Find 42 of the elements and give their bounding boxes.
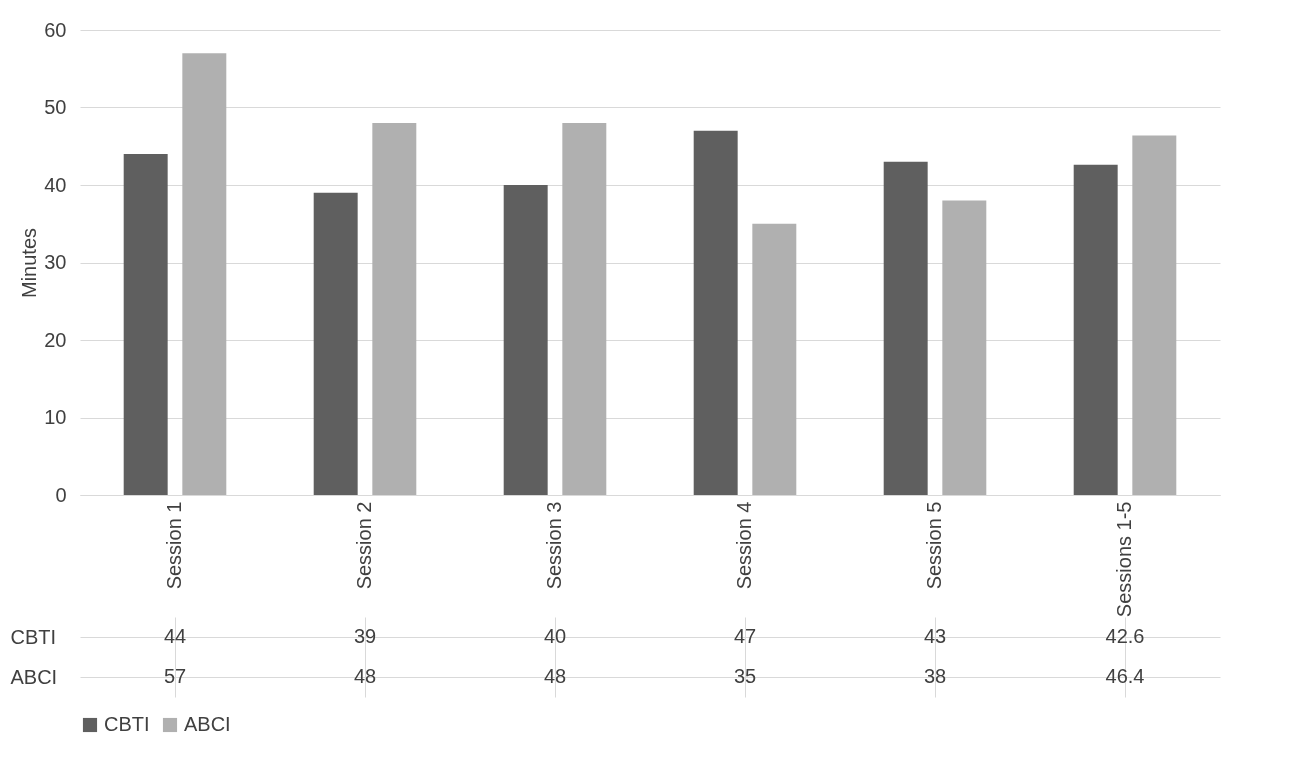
bar	[942, 200, 987, 495]
x-tick-label: Session 4	[733, 501, 755, 590]
data-label: 43	[923, 625, 947, 647]
x-tick-label: Session 3	[543, 501, 565, 590]
data-label: 48	[543, 665, 567, 687]
data-label: 46.4	[1105, 665, 1145, 687]
legend-label: CBTI	[104, 713, 150, 735]
data-label: 48	[353, 665, 377, 687]
text: CBTI	[10, 625, 57, 648]
y-tick-label: 20	[44, 328, 67, 351]
y-tick-label: 0	[55, 483, 67, 506]
x-tick-label: Sessions 1-5	[1113, 501, 1135, 618]
x-tick-label: Session 2	[353, 501, 375, 590]
data-label: 57	[163, 665, 187, 687]
data-label: 38	[923, 665, 947, 687]
data-label: 40	[543, 625, 567, 647]
y-tick-label: 60	[44, 18, 67, 41]
y-axis-title: Minutes	[18, 227, 41, 299]
y-tick-label: 10	[44, 406, 67, 428]
bar	[562, 123, 607, 495]
bar	[372, 123, 417, 495]
bar	[182, 53, 227, 495]
bar	[883, 161, 928, 495]
y-tick-label: 30	[44, 251, 67, 273]
data-label: 35	[733, 665, 757, 687]
text: ABCI	[10, 665, 58, 688]
x-tick-label: Session 5	[923, 501, 945, 590]
bar	[1073, 164, 1118, 495]
data-label: 47	[733, 625, 757, 647]
bar	[1132, 135, 1177, 495]
x-tick-label: Session 1	[163, 501, 185, 590]
bar	[123, 154, 168, 495]
bar	[313, 192, 358, 495]
bar	[693, 130, 738, 495]
data-label: 39	[353, 625, 377, 647]
y-tick-label: 40	[44, 173, 67, 196]
legend-label: ABCI	[184, 713, 231, 735]
y-tick-label: 50	[44, 96, 67, 118]
bar	[503, 185, 548, 495]
bar	[752, 223, 797, 495]
data-label: 42.6	[1105, 625, 1145, 647]
data-label: 44	[163, 625, 187, 647]
